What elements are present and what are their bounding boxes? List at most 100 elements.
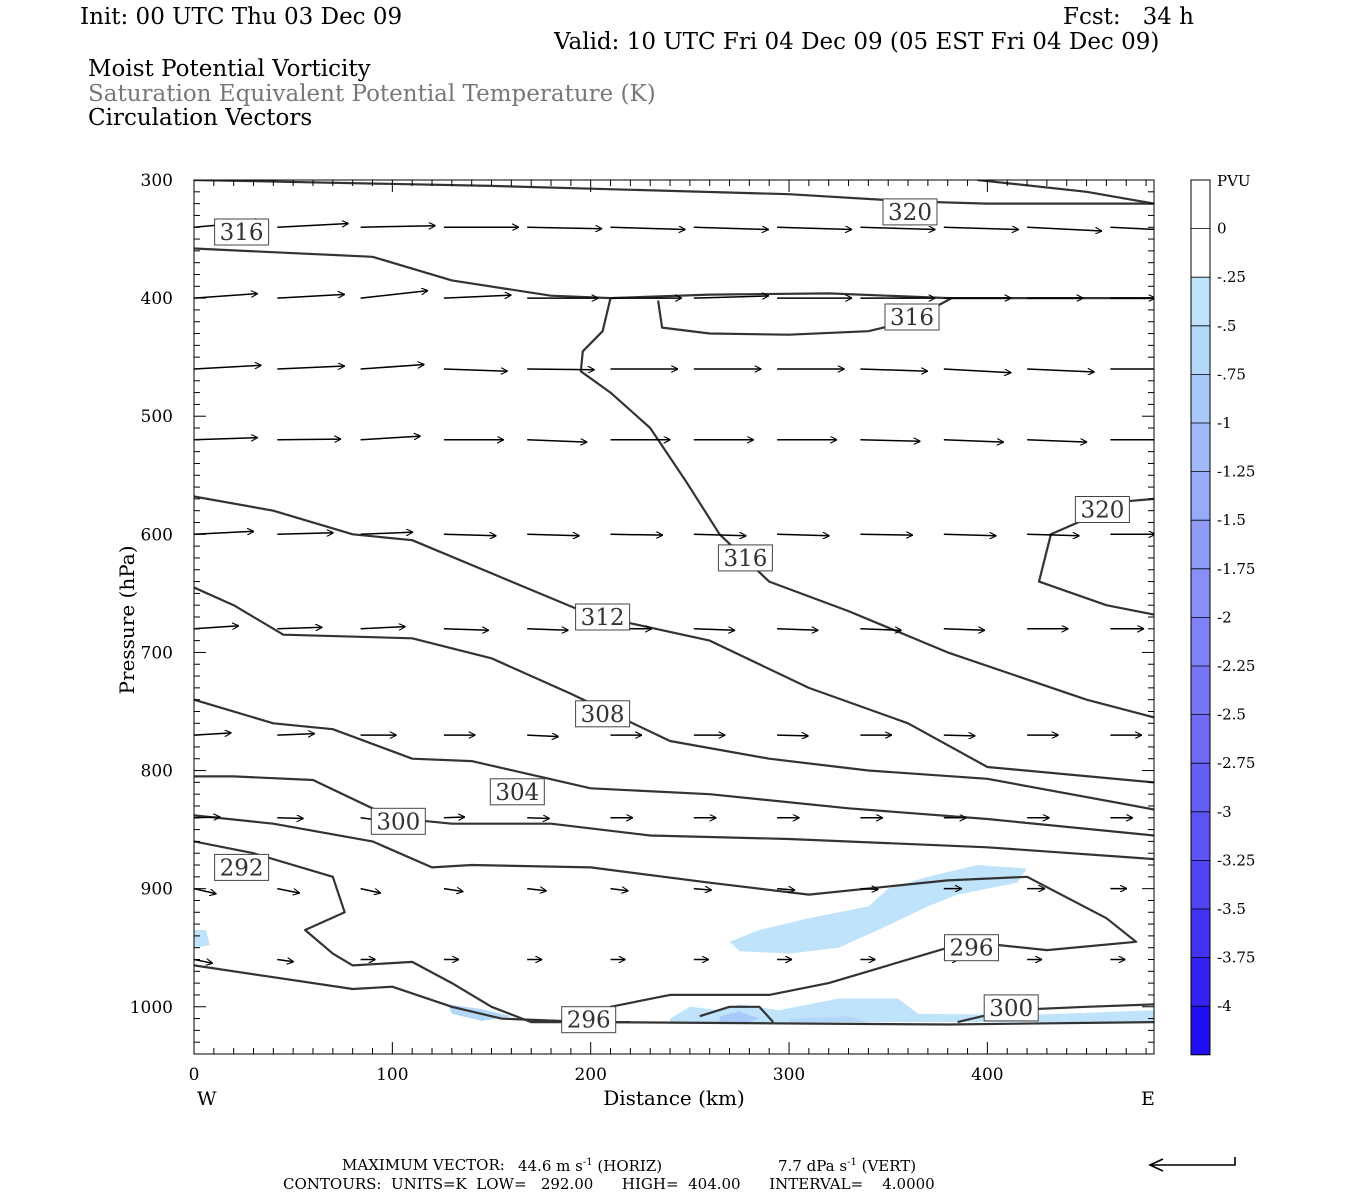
horiz-units: (HORIZ) <box>597 1157 663 1175</box>
colorbar-swatch-0 <box>1191 180 1210 229</box>
contour-label-1: 316 <box>220 220 264 246</box>
contour-label-box-9 <box>214 853 270 881</box>
contour-292-11 <box>194 840 631 1024</box>
cross-section-chart: 320316316320316312308304300292296300296 … <box>115 171 1255 1110</box>
contour-label-10: 296 <box>950 936 994 962</box>
vector-4-5 <box>610 534 664 535</box>
contour-312-6 <box>194 495 1154 784</box>
vector-0-7 <box>777 227 852 229</box>
contour-label-11: 300 <box>989 996 1033 1022</box>
colorbar-label-9: -2.25 <box>1217 657 1255 675</box>
vector-2-4 <box>527 369 595 370</box>
contour-300-14 <box>957 1003 1154 1024</box>
vector-2-9 <box>943 368 1012 373</box>
contour-label-box-3 <box>1074 496 1130 523</box>
contour-320-5 <box>1037 497 1154 616</box>
y-tick-label-300: 300 <box>141 171 173 191</box>
x-end-label-west: W <box>197 1088 217 1110</box>
colorbar-swatch-12 <box>1191 763 1210 812</box>
colorbar-label-12: -3 <box>1217 803 1232 821</box>
vector-4-9 <box>943 534 997 536</box>
vector-7-1 <box>277 818 303 819</box>
vector-3-9 <box>943 440 1004 442</box>
vector-5-0 <box>194 626 239 629</box>
contour-label-box-5 <box>575 603 631 631</box>
vector-0-5 <box>610 227 686 229</box>
vector-5-8 <box>860 629 901 631</box>
contour-label-box-2 <box>884 303 940 331</box>
colorbar-swatch-17 <box>1191 1006 1210 1055</box>
max-vector-label: MAXIMUM VECTOR: <box>342 1156 505 1174</box>
vert-exponent: -1 <box>847 1157 857 1168</box>
vector-5-9 <box>943 629 985 631</box>
init-time: Init: 00 UTC Thu 03 Dec 09 <box>80 4 403 30</box>
vector-6-4 <box>527 735 559 737</box>
vector-0-4 <box>527 227 602 229</box>
vector-5-3 <box>443 629 489 631</box>
y-tick-label-500: 500 <box>141 407 173 427</box>
contour-label-box-12 <box>561 1006 617 1034</box>
contour-label-4: 316 <box>723 546 767 572</box>
colorbar-label-0: 0 <box>1217 220 1227 238</box>
reference-vector-arrow <box>1148 1157 1236 1172</box>
colorbar-swatch-11 <box>1191 714 1210 764</box>
max-vector-vert: 7.7 dPa s-1 (VERT) <box>778 1158 916 1174</box>
x-tick-label-0: 0 <box>189 1065 200 1085</box>
vector-6-9 <box>943 735 976 736</box>
vector-8-5 <box>610 889 629 891</box>
pv-region-1 <box>194 930 210 948</box>
x-tick-label-200: 200 <box>574 1065 606 1085</box>
vector-1-0 <box>194 294 258 299</box>
vector-2-8 <box>860 369 928 371</box>
y-tick-label-1000: 1000 <box>130 998 173 1018</box>
colorbar-label-5: -1.25 <box>1217 463 1255 481</box>
colorbar-label-3: -.75 <box>1217 365 1246 383</box>
x-tick-label-100: 100 <box>376 1065 408 1085</box>
contour-label-7: 304 <box>495 780 539 806</box>
contour-316-4 <box>579 297 1154 719</box>
vector-8-7 <box>777 889 795 891</box>
vector-0-11 <box>1110 226 1154 231</box>
vector-8-4 <box>527 889 547 891</box>
colorbar-swatch-9 <box>1191 617 1210 666</box>
contour-label-box-1 <box>214 218 270 246</box>
colorbar-swatch-8 <box>1191 568 1210 618</box>
vector-3-1 <box>277 439 341 440</box>
theta-e-contours <box>194 180 1154 1026</box>
x-tick-label-300: 300 <box>773 1065 805 1085</box>
x-tick-label-400: 400 <box>971 1065 1003 1085</box>
contour-label-box-7 <box>489 778 545 806</box>
contour-label-6: 308 <box>581 702 625 728</box>
vector-1-3 <box>443 295 512 298</box>
colorbar-label-6: -1.5 <box>1217 511 1246 529</box>
contour-labels: 320 316 316 320 316 312 308 304 300 292 296 300 296 <box>214 198 1130 1034</box>
colorbar-label-10: -2.5 <box>1217 706 1246 724</box>
horiz-exponent: -1 <box>582 1157 593 1168</box>
colorbar-label-1: -.25 <box>1217 268 1246 286</box>
colorbar-swatch-1 <box>1191 228 1210 278</box>
field-title-pv: Moist Potential Vorticity <box>88 56 371 82</box>
vector-0-9 <box>943 227 1019 229</box>
colorbar-swatch-3 <box>1191 325 1210 375</box>
y-tick-label-800: 800 <box>141 762 173 782</box>
pv-colorbar: PVU 0 -.25 -.5 -.75 -1 -1.25 -1.5 -1.75 -2 -2.25 -2… <box>1190 172 1255 1056</box>
contour-320-1 <box>977 180 1154 205</box>
colorbar-swatch-7 <box>1191 520 1210 569</box>
colorbar-label-16: -4 <box>1217 997 1232 1015</box>
y-tick-label-600: 600 <box>141 525 173 545</box>
vector-4-4 <box>527 534 580 536</box>
vector-0-8 <box>860 227 935 229</box>
vector-5-1 <box>277 627 322 629</box>
vert-units: (VERT) <box>861 1157 917 1175</box>
vector-1-6 <box>693 296 769 298</box>
vector-9-1 <box>277 960 294 962</box>
colorbar-title: PVU <box>1217 172 1251 190</box>
colorbar-label-8: -2 <box>1217 608 1232 626</box>
contour-label-0: 320 <box>888 200 932 226</box>
vector-8-2 <box>360 887 381 894</box>
vector-4-1 <box>277 533 333 535</box>
colorbar-label-2: -.5 <box>1217 317 1236 335</box>
vector-3-2 <box>360 436 421 441</box>
contour-label-box-6 <box>575 700 631 728</box>
vector-5-4 <box>527 629 568 631</box>
